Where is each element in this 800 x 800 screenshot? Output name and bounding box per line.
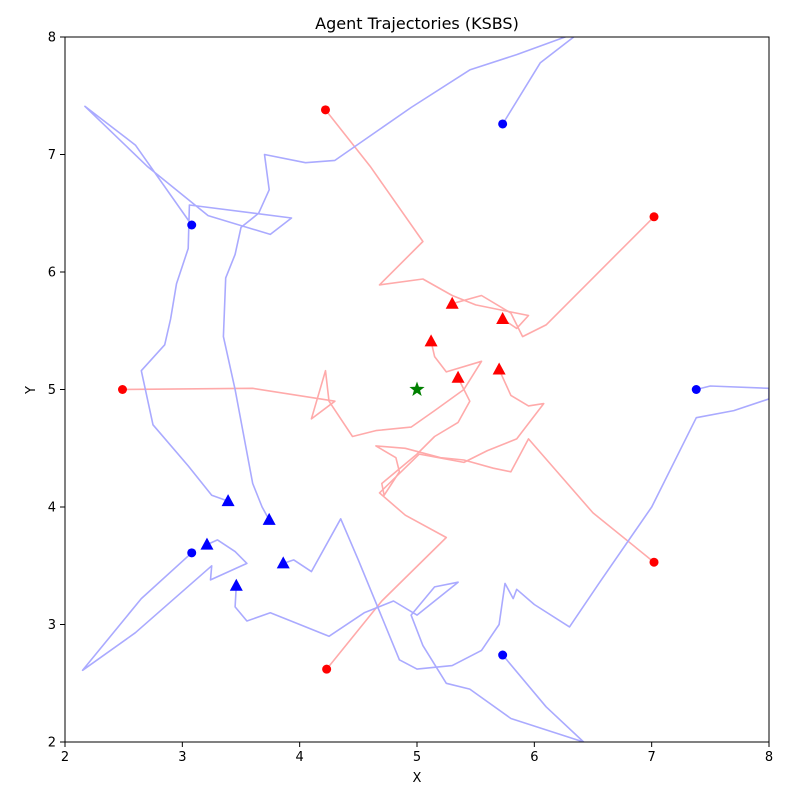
y-tick-label-7: 7 (48, 148, 56, 163)
blue-trajectory-line-9 (81, 539, 248, 672)
x-tick-label-5: 5 (413, 750, 421, 765)
red-start-point-4 (649, 557, 659, 567)
blue-start-point-6 (498, 119, 508, 129)
red-start-point-1 (320, 105, 330, 115)
goal-star-marker (409, 381, 425, 396)
x-tick-label-4: 4 (296, 750, 304, 765)
red-end-point-5 (492, 362, 506, 375)
blue-start-point-10 (498, 650, 508, 660)
red-end-point-4 (451, 370, 465, 383)
blue-end-point-9 (200, 537, 214, 550)
blue-trajectory-line-8 (282, 385, 769, 670)
blue-start-point-7 (187, 220, 197, 230)
chart-title: Agent Trajectories (KSBS) (315, 14, 519, 33)
y-tick-label-8: 8 (48, 31, 56, 46)
x-axis-label: X (413, 771, 422, 786)
blue-start-point-9 (187, 548, 197, 558)
red-trajectory-line-1 (324, 109, 530, 330)
x-tick-label-7: 7 (648, 750, 656, 765)
blue-trajectory-line-7 (84, 105, 293, 502)
blue-trajectory-line-6 (222, 37, 575, 521)
trajectory-paths (81, 37, 769, 742)
red-trajectory-line-3 (122, 341, 483, 438)
blue-end-point-10 (229, 578, 243, 591)
x-tick-label-8: 8 (765, 750, 773, 765)
y-tick-label-4: 4 (48, 501, 56, 516)
red-trajectory-line-5 (326, 369, 545, 670)
blue-start-point-8 (691, 385, 701, 394)
red-start-point-2 (649, 212, 659, 222)
blue-trajectory-line-10 (234, 581, 585, 742)
y-axis-ticks: 2 3 4 5 6 7 8 (48, 31, 65, 751)
x-tick-label-6: 6 (530, 750, 538, 765)
trajectory-markers (117, 105, 701, 674)
red-trajectory-line-4 (375, 377, 655, 563)
red-end-point-2 (445, 296, 459, 309)
x-axis-ticks: 2 3 4 5 6 7 8 (61, 742, 773, 765)
red-trajectory-line-2 (451, 216, 655, 338)
y-tick-label-5: 5 (48, 383, 56, 398)
blue-end-point-8 (276, 556, 290, 569)
x-tick-label-3: 3 (178, 750, 186, 765)
y-tick-label-3: 3 (48, 618, 56, 633)
red-start-point-5 (322, 664, 332, 674)
x-tick-label-2: 2 (61, 750, 69, 765)
red-end-point-1 (496, 312, 510, 324)
red-end-point-3 (424, 334, 438, 347)
y-tick-label-2: 2 (48, 736, 56, 751)
blue-end-point-6 (262, 512, 276, 525)
red-start-point-3 (117, 385, 127, 394)
y-tick-label-6: 6 (48, 266, 56, 281)
y-axis-label: Y (24, 386, 39, 395)
blue-end-point-7 (221, 494, 235, 507)
